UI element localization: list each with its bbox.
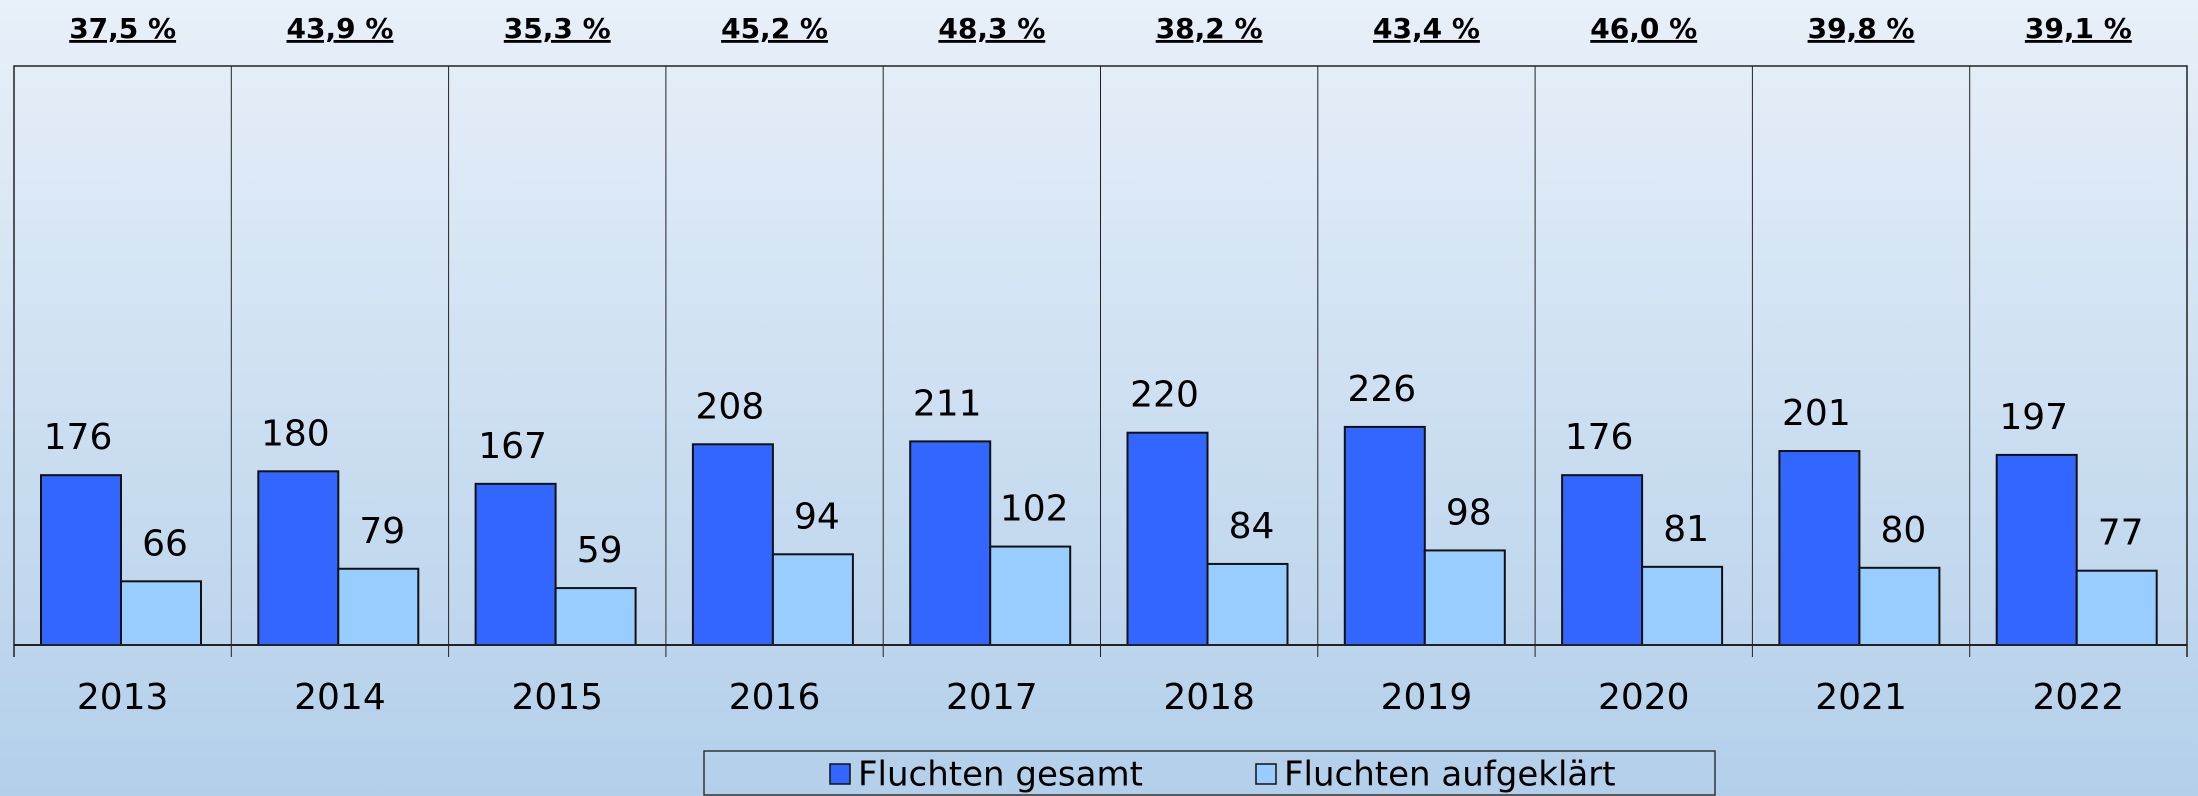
- value-label: 176: [44, 417, 113, 458]
- percent-label: 45,2 %: [721, 12, 828, 45]
- percent-label: 37,5 %: [69, 12, 176, 45]
- value-label: 94: [794, 496, 840, 537]
- value-label: 98: [1446, 492, 1492, 533]
- bar: [2075, 569, 2158, 647]
- percent-label: 38,2 %: [1156, 12, 1263, 45]
- bar: [1778, 450, 1861, 646]
- value-label: 81: [1663, 509, 1709, 550]
- bar: [40, 474, 122, 646]
- legend-box: [703, 750, 1716, 796]
- value-label: 79: [359, 511, 405, 552]
- x-tick-label: 2021: [1815, 677, 1907, 718]
- bar: [989, 545, 1072, 647]
- x-tick-label: 2022: [2033, 677, 2125, 718]
- x-tick-label: 2013: [77, 677, 169, 718]
- percent-label: 46,0 %: [1590, 12, 1697, 45]
- value-label: 167: [478, 426, 547, 467]
- bar: [1995, 453, 2078, 646]
- value-label: 180: [261, 413, 330, 454]
- value-label: 197: [1999, 397, 2068, 438]
- bar: [1126, 431, 1209, 647]
- x-tick-label: 2017: [946, 677, 1038, 718]
- value-label: 176: [1565, 417, 1634, 458]
- value-label: 220: [1130, 375, 1199, 416]
- value-label: 77: [2098, 513, 2144, 554]
- value-label: 211: [913, 383, 982, 424]
- bar: [554, 587, 637, 647]
- bar: [337, 567, 420, 647]
- bar: [1858, 566, 1941, 646]
- bar: [120, 580, 202, 646]
- percent-label: 39,8 %: [1808, 12, 1915, 45]
- bar: [1561, 474, 1644, 646]
- percent-label: 43,4 %: [1373, 12, 1480, 45]
- bar: [1641, 565, 1724, 647]
- legend-swatch: [1255, 763, 1277, 785]
- bar: [1343, 425, 1426, 646]
- value-label: 66: [142, 523, 188, 564]
- percent-label: 35,3 %: [504, 12, 611, 45]
- bar: [474, 482, 557, 646]
- x-tick-label: 2020: [1598, 677, 1690, 718]
- legend-label: Fluchten aufgeklärt: [1284, 755, 1616, 795]
- bar: [691, 443, 774, 646]
- x-tick-label: 2019: [1381, 677, 1473, 718]
- bar: [1423, 549, 1506, 646]
- x-tick-label: 2016: [729, 677, 821, 718]
- value-label: 201: [1782, 393, 1851, 434]
- percent-label: 39,1 %: [2025, 12, 2132, 45]
- value-label: 208: [696, 386, 765, 427]
- bar: [771, 553, 854, 646]
- bar: [1206, 562, 1289, 646]
- value-label: 226: [1347, 369, 1416, 410]
- value-label: 59: [577, 530, 623, 571]
- percent-label: 48,3 %: [938, 12, 1045, 45]
- x-tick-label: 2018: [1163, 677, 1255, 718]
- percent-label: 43,9 %: [287, 12, 394, 45]
- bar: [909, 440, 992, 647]
- legend-label: Fluchten gesamt: [858, 755, 1143, 795]
- x-tick-label: 2014: [294, 677, 386, 718]
- legend-swatch: [829, 763, 851, 785]
- value-label: 102: [1000, 489, 1069, 530]
- value-label: 80: [1880, 510, 1926, 551]
- x-tick-label: 2015: [511, 677, 603, 718]
- bar: [257, 470, 340, 646]
- value-label: 84: [1229, 506, 1275, 547]
